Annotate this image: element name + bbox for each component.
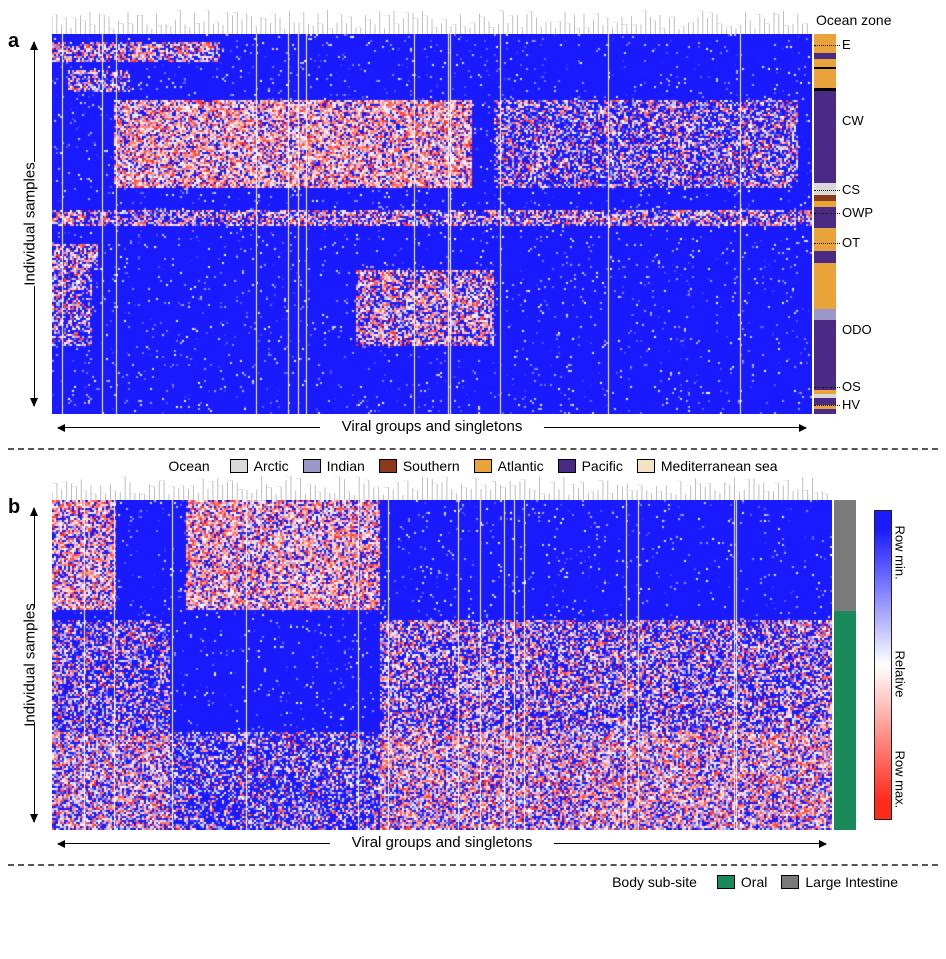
panel-a-xlabel: Viral groups and singletons (342, 418, 523, 435)
legend-swatch (558, 459, 576, 473)
annotation-block (814, 34, 836, 53)
ocean-zone-title: Ocean zone (816, 12, 892, 28)
legend-item: Mediterranean sea (637, 458, 778, 474)
legend-label: Large Intestine (805, 874, 898, 890)
y-arrow-down-b (34, 722, 35, 822)
x-arrow-left-b (58, 843, 330, 844)
legend-swatch (637, 459, 655, 473)
colorbar-area: Row min. Relative Row max. (868, 500, 928, 830)
panel-a-yaxis: Individual samples (8, 34, 52, 414)
annotation-block (814, 251, 836, 263)
divider-2 (8, 864, 938, 866)
zone-label: CS (842, 182, 860, 197)
legend-swatch (230, 459, 248, 473)
panel-b-row: Individual samples Row min. Relative Row… (8, 500, 938, 830)
legend-label: Mediterranean sea (661, 458, 778, 474)
panel-a-annotation-column (814, 34, 836, 414)
zone-leader-line (814, 405, 840, 406)
x-arrow-left-a (58, 427, 320, 428)
legend-item: Southern (379, 458, 460, 474)
panel-b-xaxis-center: Viral groups and singletons (52, 832, 832, 854)
panel-a-heatmap (52, 34, 812, 414)
panel-b-heatmap-holder (52, 500, 832, 830)
panel-b-xaxis: Viral groups and singletons (8, 832, 938, 854)
legend-item: Arctic (230, 458, 289, 474)
panel-a: a Individual samples Ocean zone ECWCSOWP… (8, 34, 938, 438)
annotation-block (814, 91, 836, 184)
legend-swatch (303, 459, 321, 473)
zone-label: OS (842, 379, 861, 394)
ocean-legend-title: Ocean (168, 458, 209, 474)
colorbar-label-mid: Relative (893, 651, 908, 698)
panel-a-zone-labels: Ocean zone ECWCSOWPOTODOOSHV (836, 34, 896, 414)
panel-a-dendrogram (52, 10, 812, 34)
annotation-block (814, 409, 836, 414)
legend-label: Indian (327, 458, 365, 474)
legend-label: Pacific (582, 458, 623, 474)
panel-b-dendrogram (52, 476, 832, 500)
x-arrow-right-b (554, 843, 826, 844)
x-arrow-right-a (544, 427, 806, 428)
panel-b-annotation-column (834, 500, 856, 830)
panel-b-heatmap (52, 500, 832, 830)
annotation-block (814, 59, 836, 67)
zone-label: ODO (842, 322, 872, 337)
zone-label: E (842, 37, 851, 52)
divider-1 (8, 448, 938, 450)
legend-swatch (379, 459, 397, 473)
ocean-legend: Ocean Arctic Indian Southern Atlantic Pa… (8, 458, 938, 474)
panel-a-heatmap-holder (52, 34, 812, 414)
zone-label: CW (842, 113, 864, 128)
legend-label: Southern (403, 458, 460, 474)
legend-item: Pacific (558, 458, 623, 474)
panel-b-xlabel: Viral groups and singletons (352, 834, 533, 851)
zone-leader-line (814, 45, 840, 46)
annotation-block (814, 207, 836, 228)
zone-label: OWP (842, 205, 873, 220)
panel-a-row: Individual samples Ocean zone ECWCSOWPOT… (8, 34, 938, 414)
legend-item: Atlantic (474, 458, 544, 474)
panel-a-xaxis: Viral groups and singletons (8, 416, 938, 438)
zone-leader-line (814, 213, 840, 214)
zone-leader-line (814, 190, 840, 191)
legend-swatch (781, 875, 799, 889)
legend-item: Indian (303, 458, 365, 474)
y-arrow-down-a (34, 286, 35, 406)
zone-leader-line (814, 243, 840, 244)
zone-label: OT (842, 235, 860, 250)
annotation-block (814, 69, 836, 88)
legend-label: Atlantic (498, 458, 544, 474)
panel-b: b Individual samples Row min. Relative R… (8, 500, 938, 854)
zone-label: HV (842, 397, 860, 412)
annotation-block (814, 309, 836, 321)
colorbar-label-bot: Row max. (893, 751, 908, 809)
panel-b-ylabel: Individual samples (22, 603, 39, 726)
legend-label: Arctic (254, 458, 289, 474)
body-legend-title: Body sub-site (612, 874, 697, 890)
body-legend: Body sub-site Oral Large Intestine (8, 874, 938, 890)
annotation-block (834, 500, 856, 611)
legend-swatch (717, 875, 735, 889)
y-arrow-up-b (34, 508, 35, 608)
y-arrow-up-a (34, 42, 35, 162)
panel-a-ylabel: Individual samples (22, 162, 39, 285)
annotation-block (814, 228, 836, 251)
legend-item: Oral (717, 874, 767, 890)
annotation-block (834, 611, 856, 830)
colorbar-label-top: Row min. (893, 526, 908, 580)
annotation-block (814, 320, 836, 390)
panel-b-yaxis: Individual samples (8, 500, 52, 830)
legend-item: Large Intestine (781, 874, 898, 890)
zone-leader-line (814, 387, 840, 388)
panel-a-xaxis-center: Viral groups and singletons (52, 416, 812, 438)
annotation-block (814, 263, 836, 309)
legend-label: Oral (741, 874, 767, 890)
legend-swatch (474, 459, 492, 473)
colorbar (874, 510, 892, 820)
